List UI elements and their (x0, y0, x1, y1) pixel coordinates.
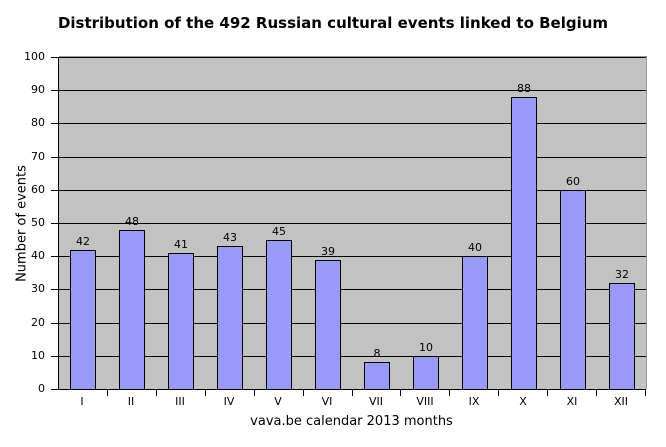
y-axis-label: 10 (31, 349, 45, 362)
y-axis-tick (51, 323, 58, 324)
gridline (59, 323, 646, 324)
bar (511, 97, 537, 390)
x-axis-tick (547, 390, 548, 396)
gridline (59, 289, 646, 290)
x-axis-tick (449, 390, 450, 396)
bar (609, 283, 635, 390)
y-axis-tick (51, 157, 58, 158)
bar (168, 253, 194, 390)
bar-value-label: 88 (517, 82, 531, 95)
x-axis-tick (596, 390, 597, 396)
y-axis-label: 40 (31, 249, 45, 262)
y-axis-label: 80 (31, 116, 45, 129)
bar (217, 246, 243, 390)
bar (119, 230, 145, 390)
x-axis-label: VII (368, 395, 383, 408)
x-axis-tick (645, 390, 646, 396)
x-axis-label: X (519, 395, 527, 408)
bar-value-label: 48 (125, 215, 139, 228)
y-axis-tick (51, 90, 58, 91)
y-axis-tick (51, 389, 58, 390)
gridline (59, 57, 646, 58)
bar-value-label: 60 (566, 175, 580, 188)
x-axis-tick (303, 390, 304, 396)
y-axis-tick (51, 123, 58, 124)
bar-value-label: 10 (419, 341, 433, 354)
y-axis-label: 100 (24, 50, 45, 63)
gridline (59, 157, 646, 158)
bar-value-label: 41 (174, 238, 188, 251)
bar-value-label: 39 (321, 245, 335, 258)
x-axis-label: VI (321, 395, 333, 408)
bar-value-label: 8 (373, 347, 381, 360)
bar-value-label: 40 (468, 241, 482, 254)
x-axis-tick (107, 390, 108, 396)
y-axis-label: 30 (31, 282, 45, 295)
y-axis-tick (51, 289, 58, 290)
gridline (59, 356, 646, 357)
x-axis-label: IV (223, 395, 235, 408)
bar (413, 356, 439, 390)
x-axis-label: I (80, 395, 84, 408)
x-axis-label: XII (613, 395, 629, 408)
x-axis-tick (254, 390, 255, 396)
gridline (59, 190, 646, 191)
x-axis-label: III (175, 395, 185, 408)
plot-area: 42 48 41 43 45 39 8 10 40 88 60 32 (58, 56, 647, 390)
x-axis-label: V (274, 395, 282, 408)
bar-value-label: 43 (223, 231, 237, 244)
y-axis-label: 90 (31, 83, 45, 96)
y-axis-tick (51, 57, 58, 58)
y-axis-label: 0 (38, 382, 45, 395)
y-axis-label: 60 (31, 183, 45, 196)
x-axis-tick (400, 390, 401, 396)
bar (266, 240, 292, 390)
plot-right-edge (646, 56, 647, 389)
gridline (59, 256, 646, 257)
y-axis-label: 20 (31, 316, 45, 329)
y-axis-label: 70 (31, 150, 45, 163)
x-axis-tick (205, 390, 206, 396)
bar (462, 256, 488, 390)
bar-value-label: 32 (615, 268, 629, 281)
x-axis-tick (352, 390, 353, 396)
gridline (59, 123, 646, 124)
x-axis-label: II (127, 395, 135, 408)
gridline (59, 90, 646, 91)
y-axis-tick (51, 256, 58, 257)
bar-value-label: 45 (272, 225, 286, 238)
x-axis-title: vava.be calendar 2013 months (250, 414, 453, 429)
x-axis-label: VIII (416, 395, 434, 408)
x-axis-label: XI (566, 395, 578, 408)
bar-value-label: 42 (76, 235, 90, 248)
y-axis-tick (51, 356, 58, 357)
y-axis-label: 50 (31, 216, 45, 229)
x-axis-tick (156, 390, 157, 396)
x-axis-label: IX (468, 395, 480, 408)
bar (364, 362, 390, 390)
gridline (59, 223, 646, 224)
y-axis-tick (51, 190, 58, 191)
x-axis-tick (498, 390, 499, 396)
plot-top-edge (59, 56, 646, 57)
y-axis-tick (51, 223, 58, 224)
bar (560, 190, 586, 390)
chart-title: Distribution of the 492 Russian cultural… (57, 14, 609, 32)
bar (70, 250, 96, 390)
bar (315, 260, 341, 390)
